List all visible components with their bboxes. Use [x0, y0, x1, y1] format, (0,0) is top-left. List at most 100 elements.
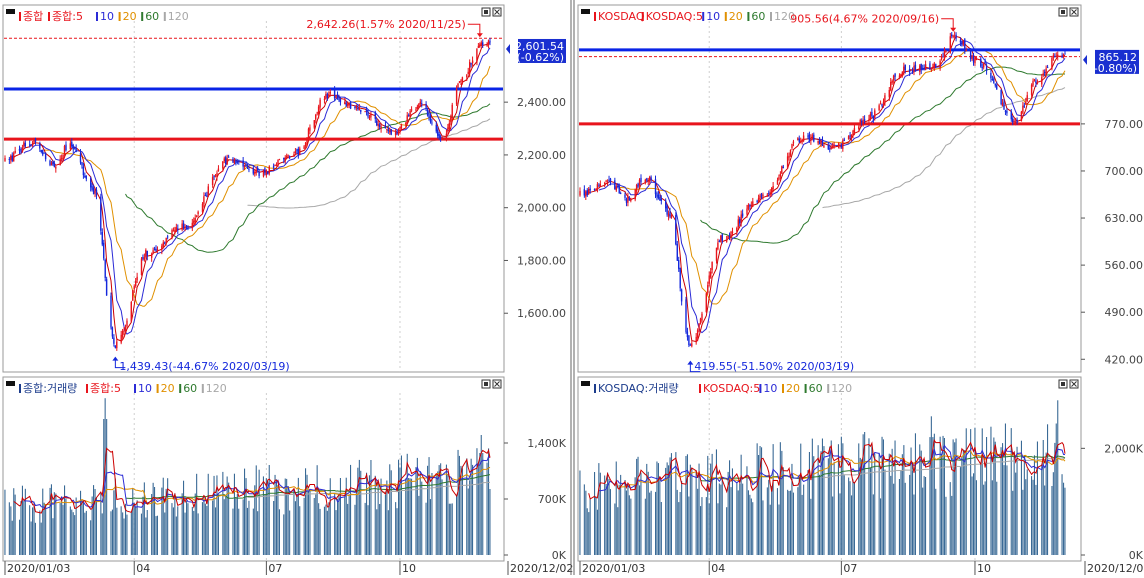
volume-bar	[698, 463, 700, 555]
volume-bar	[265, 478, 267, 555]
candle	[203, 192, 205, 208]
candle	[20, 147, 22, 155]
candle	[920, 63, 922, 74]
maximize-pane-button[interactable]	[1058, 7, 1068, 17]
volume-bar	[216, 475, 218, 555]
pane-menu-icon[interactable]	[581, 9, 590, 14]
volume-bar	[458, 455, 460, 555]
candle-body	[196, 216, 198, 217]
candle-body	[618, 185, 620, 194]
price-legend-marker	[141, 12, 144, 21]
volume-bar	[154, 487, 156, 555]
volume-legend-marker	[179, 384, 182, 393]
close-pane-button[interactable]	[1069, 7, 1079, 17]
candle	[197, 210, 199, 217]
candle-body	[278, 159, 281, 161]
candle-body	[1045, 68, 1047, 75]
candle	[923, 64, 925, 71]
candle-body	[397, 132, 400, 134]
close-pane-button[interactable]	[492, 379, 502, 389]
pane-menu-icon[interactable]	[6, 381, 15, 386]
candle-body	[394, 132, 397, 136]
candle-body	[365, 109, 368, 112]
ma10-line	[23, 47, 491, 335]
volume-bar	[807, 470, 809, 555]
high-marker-leader	[467, 23, 481, 37]
candle	[849, 131, 851, 140]
maximize-pane-button[interactable]	[1058, 379, 1068, 389]
maximize-pane-button[interactable]	[481, 379, 491, 389]
candle-body	[923, 68, 925, 69]
candle	[913, 62, 915, 76]
candle-body	[387, 129, 389, 131]
candle	[458, 81, 461, 84]
volume-bar	[441, 479, 443, 555]
candle-body	[161, 245, 163, 251]
volume-bar	[595, 496, 597, 555]
candle-body	[627, 196, 629, 203]
volume-bar	[125, 503, 127, 555]
volume-bar	[74, 515, 76, 555]
candle-body	[319, 99, 321, 108]
volume-bar	[164, 512, 166, 555]
current-price-pointer	[506, 43, 510, 54]
candle-body	[975, 58, 978, 61]
volume-bar	[32, 507, 34, 555]
candle	[859, 118, 861, 127]
candle	[656, 191, 658, 201]
candle	[853, 125, 856, 136]
candle	[52, 160, 54, 166]
volume-bar	[82, 502, 84, 555]
candle-body	[63, 146, 66, 154]
candle	[760, 192, 763, 200]
volume-bar	[746, 466, 748, 555]
price-tick-label: 2,200.00	[517, 149, 566, 162]
close-pane-button[interactable]	[492, 7, 502, 17]
volume-bar	[821, 438, 823, 555]
volume-bar	[315, 494, 317, 555]
candle	[74, 146, 76, 150]
candle-body	[410, 109, 413, 111]
x-axis-label: 10	[977, 562, 991, 575]
volume-bar	[448, 503, 450, 555]
volume-bar	[670, 453, 672, 555]
candle-body	[810, 137, 812, 141]
volume-bar	[461, 468, 463, 555]
volume-bar	[975, 480, 977, 555]
candle-body	[367, 111, 369, 117]
candle-body	[10, 155, 12, 160]
low-marker-arrow	[687, 360, 694, 365]
volume-bar	[428, 457, 430, 555]
volume-bar	[435, 473, 437, 555]
volume-bar	[1016, 446, 1018, 555]
close-pane-button[interactable]	[1069, 379, 1079, 389]
candle-body	[1052, 55, 1055, 58]
candle	[811, 133, 813, 141]
candle	[983, 62, 985, 70]
volume-bar	[1035, 484, 1037, 555]
candle-body	[455, 88, 458, 105]
volume-bar	[923, 476, 925, 555]
pane-menu-icon[interactable]	[6, 9, 15, 14]
candle	[184, 224, 186, 232]
candle-body	[839, 144, 841, 146]
price-tick-label: 770.00	[1105, 118, 1144, 131]
volume-bar	[323, 506, 325, 555]
volume-bar	[922, 487, 924, 555]
volume-bar	[951, 495, 953, 555]
volume-bar	[933, 433, 935, 555]
volume-bar	[608, 479, 610, 555]
volume-bar	[450, 503, 452, 555]
candle-body	[1046, 66, 1049, 68]
candle-body	[43, 152, 45, 154]
pane-menu-icon[interactable]	[581, 381, 590, 386]
volume-bar	[974, 427, 976, 555]
candle-body	[666, 206, 668, 215]
maximize-pane-button[interactable]	[481, 7, 491, 17]
volume-bar	[347, 503, 349, 555]
volume-bar	[894, 440, 896, 555]
candle-body	[892, 75, 895, 81]
volume-bar	[961, 456, 963, 555]
candle-body	[264, 168, 266, 174]
candle-body	[81, 162, 83, 166]
